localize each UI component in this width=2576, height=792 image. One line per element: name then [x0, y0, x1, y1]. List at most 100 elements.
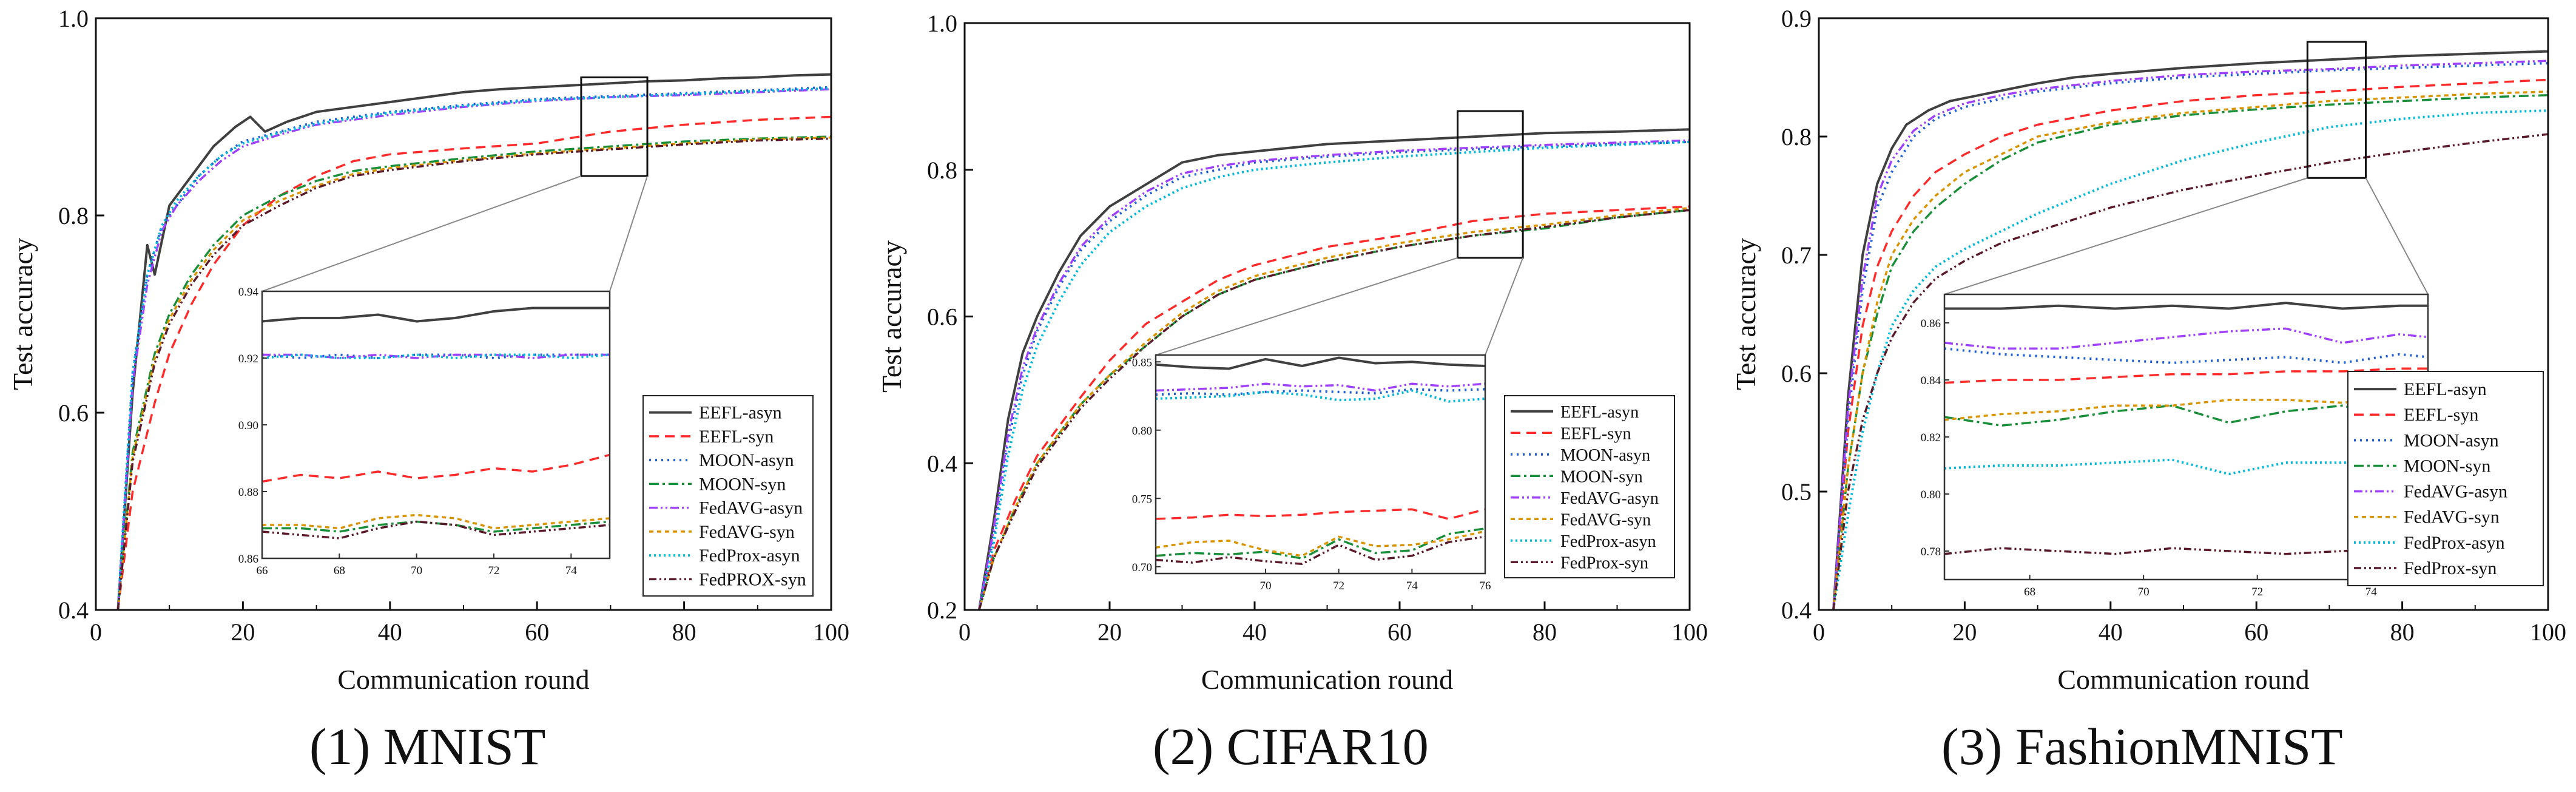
main-series-fedavg-syn: [1832, 90, 2548, 610]
legend-label: MOON-asyn: [2404, 430, 2499, 450]
x-tick-label: 20: [231, 618, 255, 646]
main-series-moon-syn: [116, 135, 831, 610]
main-series-eefl-asyn: [1832, 50, 2548, 610]
y-tick-label: 0.7: [1781, 242, 1812, 269]
legend-label: FedProx-asyn: [2404, 533, 2505, 553]
y-tick-label: 0.5: [1781, 478, 1812, 506]
legend-label: EEFL-asyn: [1560, 403, 1639, 422]
legend-label: MOON-asyn: [1560, 446, 1650, 465]
inset-series-fedavg-asyn: [262, 353, 610, 359]
x-tick-label: 40: [378, 618, 402, 646]
legend-label: FedAVG-syn: [699, 522, 795, 542]
inset-x-tick-label: 70: [411, 564, 422, 577]
inset-series-moon-asyn: [1944, 347, 2428, 364]
inset-x-tick-label: 70: [2138, 586, 2149, 598]
main-series-eefl-syn: [116, 115, 831, 610]
main-series-fedavg-asyn: [116, 88, 831, 610]
legend-box: [2347, 371, 2544, 586]
y-tick-label: 1.0: [58, 5, 89, 32]
legend-label: FedAVG-asyn: [2404, 482, 2507, 502]
inset-y-tick-label: 0.85: [1132, 356, 1152, 369]
x-tick-label: 80: [672, 618, 696, 646]
main-series-fedavg-syn: [978, 206, 1690, 610]
zoom-connector: [261, 175, 582, 292]
inset-x-tick-label: 68: [334, 564, 345, 577]
legend-label: EEFL-asyn: [699, 403, 782, 423]
inset-x-tick-label: 66: [257, 564, 268, 577]
zoom-connector: [1155, 257, 1458, 356]
panel-caption-fashionmnist: (3) FashionMNIST: [1941, 717, 2343, 776]
y-tick-label: 0.4: [1781, 597, 1812, 624]
zoom-connector: [1944, 177, 2308, 295]
x-tick-label: 20: [1952, 618, 1977, 646]
inset-series-fedavg-asyn: [1944, 327, 2428, 350]
inset-1: 66 68 70 72 74 0.86 0.88 0.90 0.92 0.94: [238, 286, 611, 577]
inset-2: 70 72 74 76 0.70 0.75 0.80 0.85: [1132, 354, 1491, 592]
inset-series-eefl-syn: [1944, 367, 2428, 384]
inset-series-fedprox-syn: [1156, 535, 1485, 566]
inset-y-tick-label: 0.86: [1921, 317, 1941, 330]
legend: EEFL-asyn EEFL-syn MOON-asyn MOON-syn FedAVG…: [642, 395, 814, 597]
inset-y-tick-label: 0.88: [238, 486, 258, 499]
inset-x-tick-label: 74: [1406, 580, 1418, 592]
x-tick-label: 20: [1097, 618, 1122, 646]
inset-x-tick-label: 76: [1480, 580, 1491, 592]
inset-frame: [1155, 354, 1486, 575]
zoom-connector: [609, 175, 648, 292]
inset-y-tick-label: 0.94: [238, 286, 259, 299]
inset-y-tick-label: 0.84: [1921, 374, 1941, 387]
panel-caption-mnist: (1) MNIST: [309, 717, 546, 776]
legend-label: FedAVG-asyn: [1560, 489, 1659, 508]
main-series-eefl-asyn: [977, 128, 1690, 610]
legend-label: FedProx-asyn: [699, 546, 800, 566]
inset-x-tick-label: 74: [565, 564, 578, 577]
legend-label: MOON-asyn: [699, 450, 794, 470]
inset-series-fedprox-asyn: [1156, 389, 1485, 403]
inset-y-tick-label: 0.86: [238, 553, 258, 566]
y-tick-label: 0.2: [927, 597, 957, 624]
inset-y-tick-label: 0.92: [238, 353, 258, 365]
inset-y-tick-label: 0.80: [1921, 489, 1941, 501]
x-tick-label: 80: [1532, 618, 1557, 646]
x-tick-label: 40: [1242, 618, 1267, 646]
legend-box: [642, 395, 814, 597]
y-axis-label: Test accuracy: [876, 240, 907, 393]
y-tick-label: 0.6: [58, 399, 89, 427]
legend-label: FedAVG-syn: [2404, 507, 2500, 527]
main-series-eefl-asyn: [116, 73, 831, 610]
legend-label: EEFL-syn: [699, 427, 774, 447]
y-tick-label: 0.4: [58, 597, 89, 624]
legend-label: EEFL-asyn: [2404, 379, 2487, 399]
inset-series-eefl-asyn: [262, 306, 610, 323]
inset-y-tick-label: 0.78: [1921, 546, 1941, 558]
inset-y-tick-label: 0.90: [238, 419, 258, 432]
main-series-fedavg-syn: [116, 136, 831, 610]
legend-label: EEFL-syn: [2404, 405, 2478, 425]
x-tick-label: 100: [813, 618, 849, 646]
y-tick-label: 1.0: [927, 10, 957, 37]
inset-series-eefl-asyn: [1944, 302, 2428, 310]
x-axis-label: Communication round: [1201, 664, 1453, 695]
legend-label: FedProx-syn: [1560, 553, 1648, 572]
x-tick-label: 60: [525, 618, 549, 646]
inset-x-tick-label: 74: [2365, 586, 2378, 598]
x-tick-label: 60: [2244, 618, 2268, 646]
zoom-connector: [1485, 257, 1524, 356]
y-tick-label: 0.6: [927, 303, 957, 331]
inset-background: [262, 291, 610, 558]
main-series-moon-syn: [1832, 94, 2548, 610]
inset-x-tick-label: 72: [488, 564, 500, 577]
x-tick-label: 0: [90, 618, 102, 646]
panel-1: 0 20 40 60 80 100 0.4 0.6 0.8 1.0 Communication ro…: [7, 5, 849, 695]
legend: EEFL-asyn EEFL-syn MOON-asyn MOON-syn FedAVG…: [2347, 371, 2544, 586]
inset-y-tick-label: 0.70: [1132, 561, 1152, 574]
zoom-connector: [2365, 177, 2429, 295]
legend-label: FedProx-syn: [2404, 558, 2497, 578]
legend-label: FedProx-asyn: [1560, 532, 1656, 551]
legend-box: [1504, 395, 1675, 578]
legend-label: EEFL-syn: [1560, 424, 1631, 443]
inset-y-tick-label: 0.80: [1132, 425, 1152, 438]
legend-label: MOON-syn: [1560, 467, 1643, 486]
main-series-eefl-syn: [978, 205, 1690, 610]
legend-label: FedPROX-syn: [699, 569, 806, 589]
